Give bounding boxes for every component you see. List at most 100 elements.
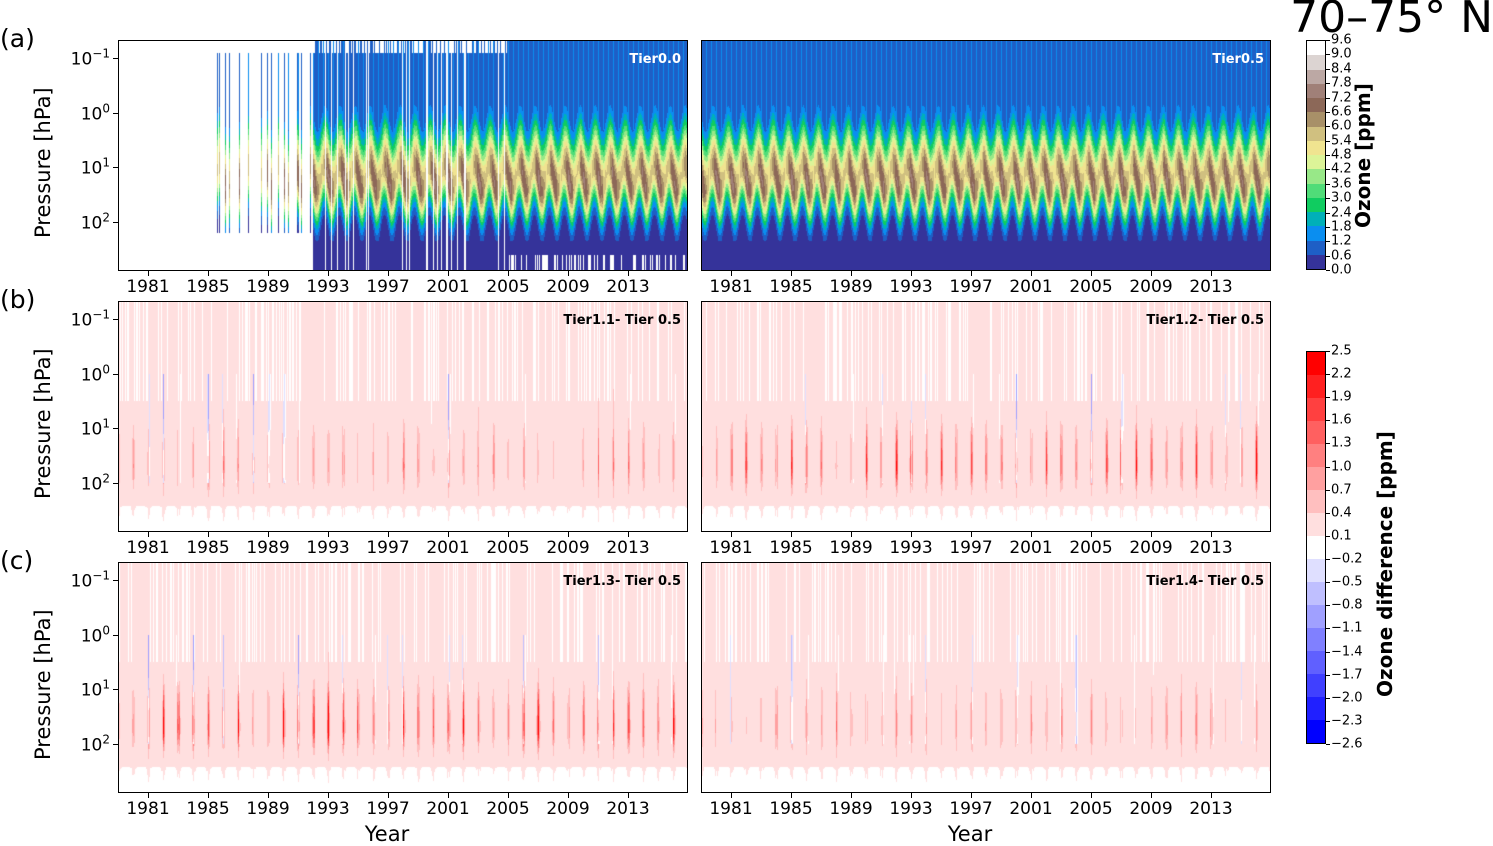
x-tick-mark bbox=[268, 532, 269, 537]
y-tick-base: 10 bbox=[80, 419, 103, 440]
colorbar-swatch bbox=[1307, 155, 1325, 170]
y-tick-exponent: 1 bbox=[102, 416, 110, 431]
x-tick-mark bbox=[508, 532, 509, 537]
colorbar-tick-label: 1.8 bbox=[1331, 219, 1352, 235]
x-tick-mark bbox=[268, 271, 269, 276]
y-tick-base: 10 bbox=[80, 474, 103, 495]
colorbar-swatch bbox=[1307, 421, 1325, 444]
x-tick-label: 2009 bbox=[546, 538, 590, 558]
colorbar-tick-mark bbox=[1326, 155, 1330, 156]
y-axis-label: Pressure [hPa] bbox=[31, 608, 55, 760]
colorbar-tick-mark bbox=[1326, 374, 1330, 376]
panel-title: Tier1.1- Tier 0.5 bbox=[563, 313, 681, 328]
colorbar-tick-label: 9.0 bbox=[1331, 46, 1352, 62]
colorbar-ozone bbox=[1306, 40, 1326, 270]
y-tick-exponent: 0 bbox=[102, 362, 110, 377]
x-tick-label: 1997 bbox=[366, 538, 410, 558]
x-tick-label: 2001 bbox=[426, 277, 470, 297]
heatmap-difference bbox=[119, 302, 687, 531]
x-tick-mark bbox=[148, 532, 149, 537]
heatmap-difference bbox=[119, 563, 687, 792]
colorbar-swatch bbox=[1307, 375, 1325, 398]
colorbar-tick-mark bbox=[1326, 241, 1330, 243]
colorbar-swatch bbox=[1307, 559, 1325, 582]
heatmap-ozone bbox=[119, 41, 687, 270]
y-tick-exponent: 0 bbox=[102, 623, 110, 638]
colorbar-swatch bbox=[1307, 651, 1325, 674]
colorbar-swatch bbox=[1307, 240, 1325, 255]
colorbar-tick-label: 0.1 bbox=[1331, 528, 1352, 544]
y-tick-mark bbox=[113, 580, 118, 582]
colorbar-swatch bbox=[1307, 226, 1325, 241]
x-tick-label: 1997 bbox=[366, 277, 410, 297]
x-tick-label: 1993 bbox=[889, 277, 933, 297]
colorbar-tick-mark bbox=[1326, 651, 1330, 653]
y-tick-exponent: −1 bbox=[92, 46, 110, 61]
x-tick-mark bbox=[388, 793, 389, 798]
plot-panel-tier0-0: Tier0.0 bbox=[118, 40, 688, 271]
panel-title: Tier1.2- Tier 0.5 bbox=[1146, 313, 1264, 328]
x-tick-label: 1981 bbox=[126, 799, 170, 819]
colorbar-swatch bbox=[1307, 467, 1325, 490]
x-tick-label: 2001 bbox=[1009, 799, 1053, 819]
panel-label: (c) bbox=[0, 546, 34, 575]
x-tick-label: 1989 bbox=[246, 799, 290, 819]
colorbar-swatch bbox=[1307, 140, 1325, 155]
x-tick-mark bbox=[328, 793, 329, 798]
x-tick-mark bbox=[731, 793, 732, 798]
y-tick-base: 10 bbox=[70, 571, 93, 592]
y-tick-mark bbox=[113, 428, 118, 430]
colorbar-tick-mark bbox=[1326, 582, 1330, 584]
colorbar-tick-label: 7.2 bbox=[1331, 90, 1352, 105]
x-tick-label: 1981 bbox=[709, 277, 753, 297]
colorbar-tick-mark bbox=[1326, 559, 1330, 561]
x-axis-label: Year bbox=[364, 822, 410, 846]
x-tick-label: 1997 bbox=[949, 799, 993, 819]
x-tick-mark bbox=[388, 271, 389, 276]
x-tick-label: 2013 bbox=[606, 538, 650, 558]
colorbar-swatch bbox=[1307, 183, 1325, 198]
colorbar-tick-label: −1.1 bbox=[1331, 620, 1363, 636]
y-tick-base: 10 bbox=[70, 49, 93, 70]
plot-panel-tier1-1-tier-0-5: Tier1.1- Tier 0.5 bbox=[118, 301, 688, 532]
x-tick-label: 2001 bbox=[1009, 277, 1053, 297]
x-tick-label: 1985 bbox=[769, 277, 813, 297]
colorbar-tick-label: −0.8 bbox=[1331, 597, 1363, 613]
plot-panel-tier1-2-tier-0-5: Tier1.2- Tier 0.5 bbox=[701, 301, 1271, 532]
y-tick-mark bbox=[113, 112, 118, 114]
x-tick-mark bbox=[208, 271, 209, 276]
colorbar-tick-mark bbox=[1326, 83, 1330, 85]
y-tick-base: 10 bbox=[70, 310, 93, 331]
y-tick-exponent: −1 bbox=[92, 568, 110, 583]
colorbar-tick-mark bbox=[1326, 720, 1330, 722]
x-tick-mark bbox=[731, 532, 732, 537]
colorbar-tick-mark bbox=[1326, 212, 1330, 214]
colorbar-tick-label: 6.0 bbox=[1331, 118, 1352, 134]
colorbar-tick-mark bbox=[1326, 397, 1330, 399]
y-tick-label: 101 bbox=[50, 678, 110, 701]
x-tick-label: 2001 bbox=[1009, 538, 1053, 558]
colorbar-swatch bbox=[1307, 513, 1325, 536]
plot-panel-tier0-5: Tier0.5 bbox=[701, 40, 1271, 271]
x-tick-label: 2005 bbox=[1069, 799, 1113, 819]
colorbar-difference bbox=[1306, 351, 1326, 744]
colorbar-tick-label: 1.0 bbox=[1331, 459, 1352, 475]
x-tick-label: 1997 bbox=[949, 277, 993, 297]
x-tick-label: 2005 bbox=[1069, 277, 1113, 297]
colorbar-tick-mark bbox=[1326, 535, 1330, 537]
colorbar-tick-label: 0.4 bbox=[1331, 505, 1352, 521]
colorbar-tick-mark bbox=[1326, 351, 1330, 352]
y-tick-base: 10 bbox=[80, 213, 103, 234]
colorbar-tick-label: 0.6 bbox=[1331, 248, 1352, 264]
colorbar-tick-mark bbox=[1326, 605, 1330, 607]
x-tick-mark bbox=[448, 793, 449, 798]
colorbar-tick-label: 1.2 bbox=[1331, 233, 1352, 249]
y-tick-mark bbox=[113, 634, 118, 636]
x-tick-label: 1989 bbox=[829, 277, 873, 297]
colorbar-swatch bbox=[1307, 352, 1325, 375]
colorbar-swatch bbox=[1307, 98, 1325, 113]
y-tick-mark bbox=[113, 373, 118, 375]
x-tick-label: 1981 bbox=[126, 277, 170, 297]
x-tick-label: 1985 bbox=[769, 799, 813, 819]
colorbar-tick-mark bbox=[1326, 744, 1330, 745]
